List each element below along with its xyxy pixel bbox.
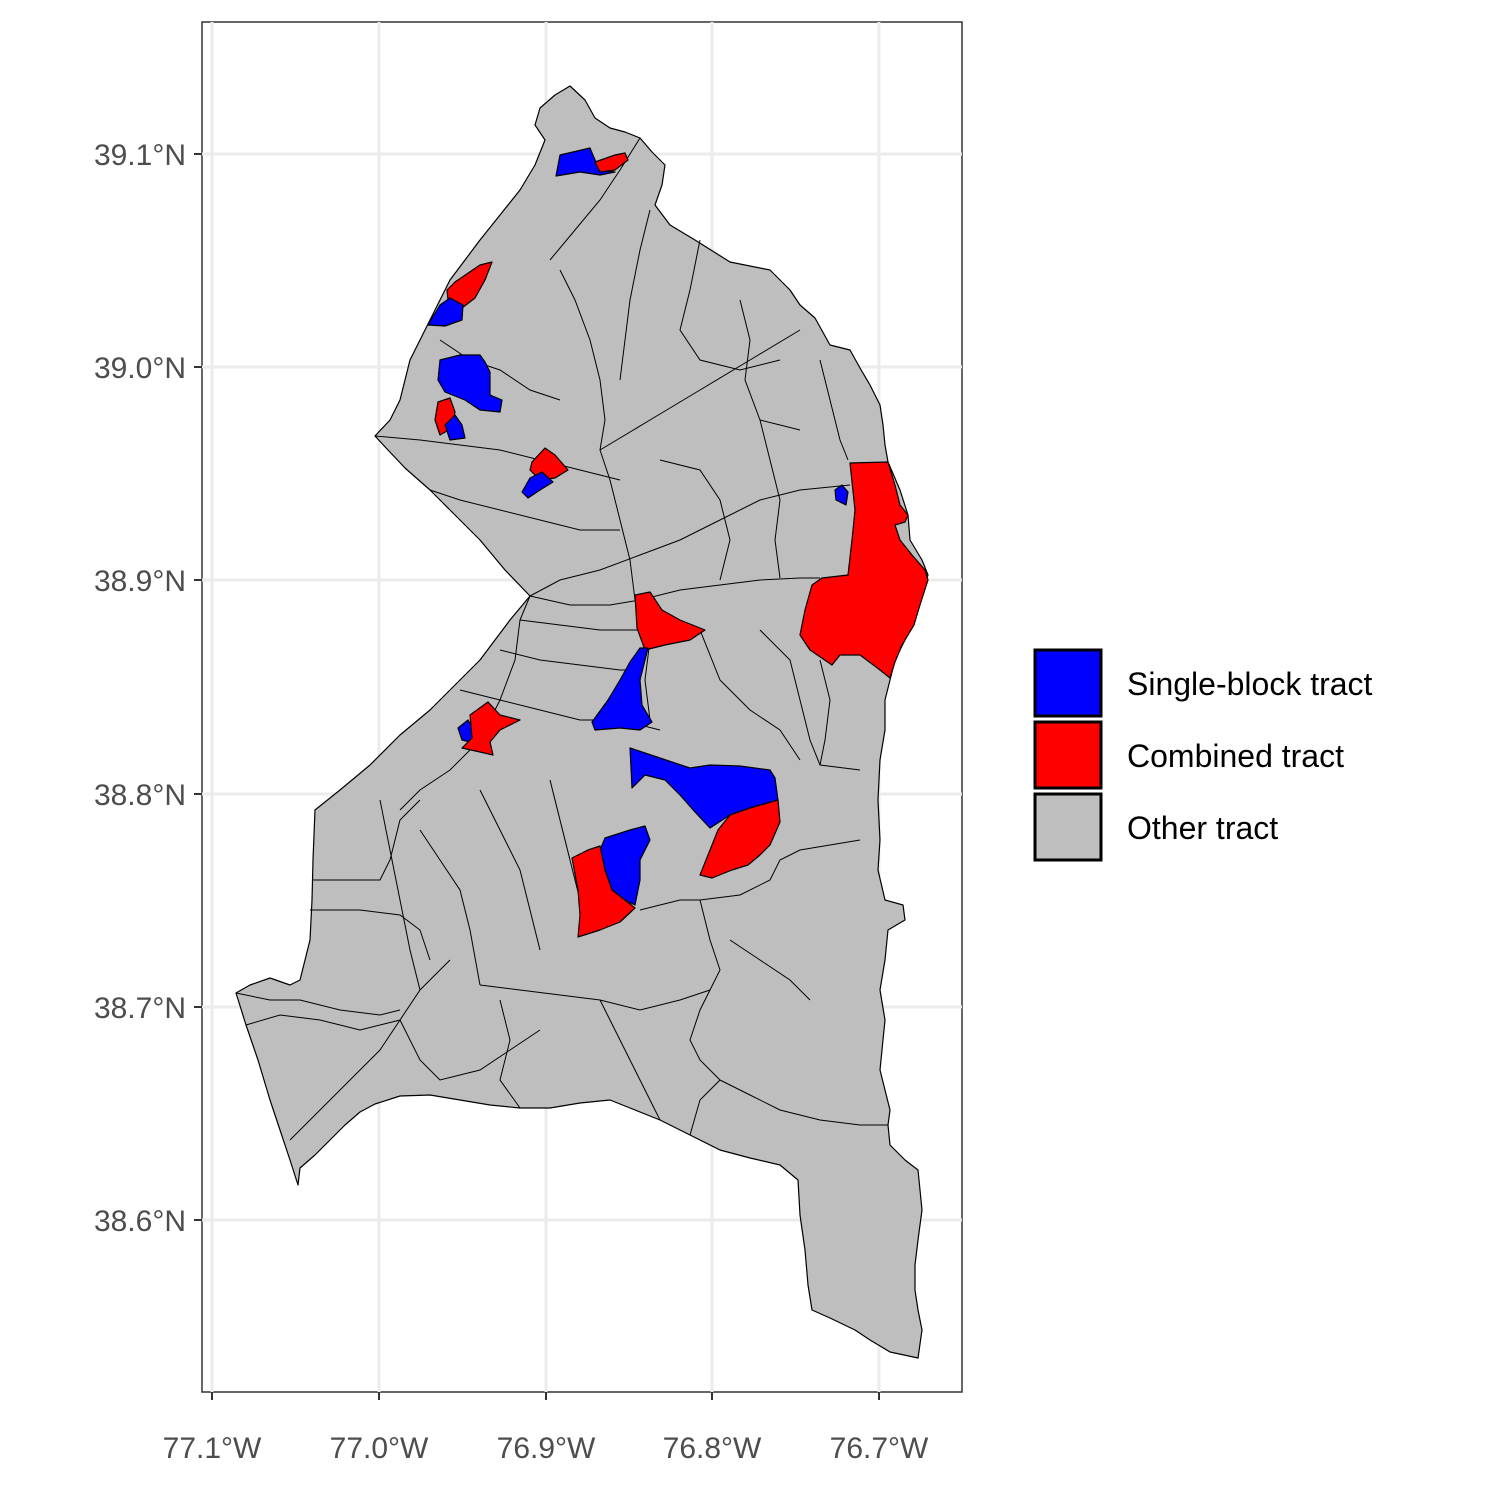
combined-tract xyxy=(529,447,569,481)
single-block-tract xyxy=(521,471,554,499)
combined-tract xyxy=(571,845,636,938)
y-tick-label: 38.8°N xyxy=(94,779,186,812)
single-block-tract xyxy=(834,484,849,506)
axis-ticks xyxy=(194,153,880,1400)
legend-key-other xyxy=(1033,792,1103,862)
y-axis: 39.1°N 39.0°N 38.9°N 38.8°N 38.7°N 38.6°… xyxy=(94,139,186,1238)
y-tick-label: 39.0°N xyxy=(94,352,186,385)
y-tick-label: 38.7°N xyxy=(94,992,186,1025)
legend-label-combined: Combined tract xyxy=(1127,738,1344,774)
y-tick-label: 38.9°N xyxy=(94,565,186,598)
combined-tract xyxy=(594,152,629,173)
single-block-tract xyxy=(444,414,466,441)
combined-tract xyxy=(699,799,781,879)
x-axis: 77.1°W 77.0°W 76.9°W 76.8°W 76.7°W xyxy=(163,1432,929,1465)
legend-label-single: Single-block tract xyxy=(1127,666,1373,702)
x-tick-label: 77.0°W xyxy=(330,1432,429,1465)
single-block-tract xyxy=(437,354,503,413)
single-block-tract xyxy=(555,147,616,177)
legend-key-combined xyxy=(1033,720,1103,790)
legend-key-single xyxy=(1033,648,1103,718)
x-tick-label: 76.9°W xyxy=(497,1432,596,1465)
y-tick-label: 38.6°N xyxy=(94,1205,186,1238)
x-tick-label: 77.1°W xyxy=(163,1432,262,1465)
single-block-tract xyxy=(427,297,464,327)
combined-tract xyxy=(634,591,706,651)
x-tick-label: 76.7°W xyxy=(830,1432,929,1465)
x-tick-label: 76.8°W xyxy=(663,1432,762,1465)
y-tick-label: 39.1°N xyxy=(94,139,186,172)
legend-label-other: Other tract xyxy=(1127,810,1278,846)
single-block-tract xyxy=(591,647,653,731)
combined-tract xyxy=(799,461,929,679)
combined-tract xyxy=(461,701,521,756)
county-outline xyxy=(235,85,929,1359)
combined-tract xyxy=(446,261,493,309)
tract-boundaries xyxy=(235,137,888,1141)
legend: Single-block tract Combined tract Other … xyxy=(1033,648,1373,862)
tract-layer xyxy=(427,147,929,938)
